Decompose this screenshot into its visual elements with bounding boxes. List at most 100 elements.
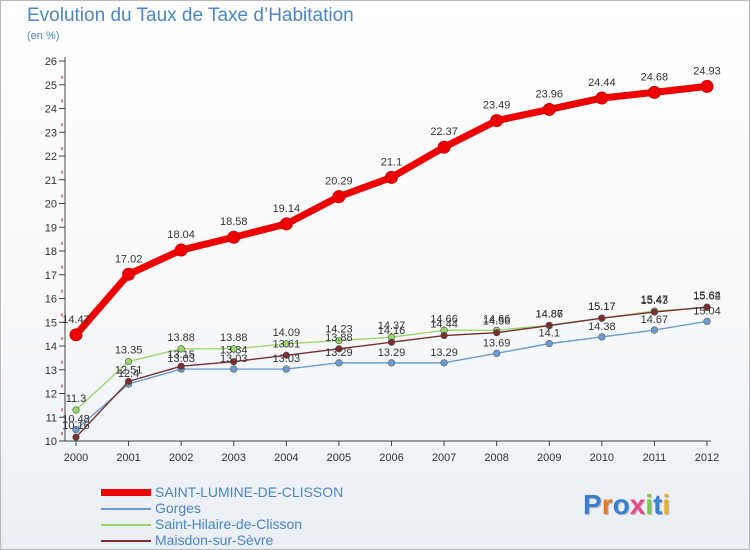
data-label: 13.29 <box>325 347 353 359</box>
data-label: 14.56 <box>483 316 511 328</box>
legend-swatch <box>101 540 151 542</box>
legend-item: Maisdon-sur-Sèvre <box>101 532 401 549</box>
data-point <box>282 351 290 359</box>
y-tick-label: 25 <box>45 80 57 92</box>
data-point <box>387 338 396 346</box>
data-point <box>490 114 504 128</box>
data-point <box>332 190 346 204</box>
data-point <box>282 340 290 348</box>
data-point <box>124 377 133 385</box>
legend-item: SAINT-LUMINE-DE-CLISSON <box>101 484 401 501</box>
x-tick-label: 2008 <box>484 452 508 464</box>
legend-swatch <box>101 524 151 526</box>
data-point <box>647 85 661 99</box>
data-label: 13.88 <box>325 332 353 344</box>
data-label: 13.03 <box>220 353 248 365</box>
data-point <box>650 326 659 334</box>
data-point <box>177 345 185 353</box>
data-label: 15.17 <box>588 301 616 313</box>
data-label: 21.1 <box>381 156 402 168</box>
data-point <box>650 308 659 316</box>
data-label: 14.38 <box>588 321 616 333</box>
data-label: 13.88 <box>167 332 195 344</box>
legend-label: Maisdon-sur-Sèvre <box>155 532 274 548</box>
data-point <box>542 102 556 116</box>
y-tick-label: 14 <box>45 341 57 353</box>
x-tick-label: 2005 <box>327 452 351 464</box>
data-label: 13.69 <box>483 337 511 349</box>
data-point <box>335 359 343 367</box>
y-tick-label: 22 <box>45 151 57 163</box>
data-point <box>174 243 188 257</box>
y-tick-label: 13 <box>45 365 57 377</box>
legend-item: Gorges <box>101 500 401 517</box>
data-label: 19.14 <box>273 203 301 215</box>
logo-letter: o <box>612 489 630 520</box>
data-point <box>387 359 396 367</box>
data-label: 20.29 <box>325 176 353 188</box>
data-point <box>545 321 553 330</box>
legend-swatch <box>101 489 151 496</box>
data-label: 17.02 <box>115 253 143 265</box>
logo-letter: P <box>583 489 602 520</box>
x-tick-label: 2000 <box>64 452 88 464</box>
data-label: 15.64 <box>693 290 721 302</box>
data-label: 14.44 <box>430 319 458 331</box>
data-point <box>598 333 606 341</box>
data-label: 14.37 <box>378 320 406 332</box>
x-tick-label: 2002 <box>169 452 193 464</box>
data-label: 10.16 <box>62 420 90 432</box>
x-tick-label: 2006 <box>379 452 403 464</box>
data-label: 13.88 <box>220 332 248 344</box>
data-label: 14.47 <box>62 314 90 326</box>
data-point <box>440 359 448 367</box>
data-label: 15.43 <box>641 295 669 307</box>
data-label: 23.49 <box>483 100 511 112</box>
data-point <box>124 357 133 366</box>
legend-label: Gorges <box>155 500 201 516</box>
data-label: 12.51 <box>115 364 143 376</box>
data-label: 13.29 <box>378 347 406 359</box>
data-label: 14.1 <box>539 328 560 340</box>
data-label: 15.04 <box>693 305 721 317</box>
data-label: 14.23 <box>325 324 353 336</box>
data-point <box>282 365 290 373</box>
data-label: 14.86 <box>535 309 563 321</box>
data-label: 22.37 <box>430 126 458 138</box>
y-tick-label: 18 <box>45 246 57 258</box>
data-point <box>545 340 553 348</box>
data-label: 14.67 <box>641 314 669 326</box>
data-label: 13.15 <box>167 349 195 361</box>
y-tick-label: 24 <box>45 104 57 116</box>
y-tick-label: 26 <box>45 56 57 68</box>
x-tick-label: 2001 <box>116 452 140 464</box>
data-label: 15.47 <box>641 294 669 306</box>
legend-label: SAINT-LUMINE-DE-CLISSON <box>155 484 344 500</box>
data-point <box>595 91 609 105</box>
data-point <box>440 331 448 340</box>
data-label: 18.04 <box>167 229 195 241</box>
data-point <box>72 426 80 434</box>
y-tick-label: 20 <box>45 199 57 211</box>
y-tick-label: 15 <box>45 317 57 329</box>
chart-subtitle: (en %) <box>27 30 60 42</box>
data-label: 13.03 <box>273 353 301 365</box>
data-label: 24.93 <box>693 65 721 77</box>
logo-letter: r <box>601 489 613 520</box>
data-point <box>230 345 238 353</box>
data-point <box>703 317 711 325</box>
data-label: 24.44 <box>588 77 616 89</box>
data-point <box>72 406 80 414</box>
data-label: 14.66 <box>483 313 511 325</box>
series-line <box>72 82 711 339</box>
data-label: 13.29 <box>430 347 458 359</box>
data-label: 13.35 <box>115 344 143 356</box>
x-tick-label: 2007 <box>432 452 456 464</box>
y-tick-label: 12 <box>45 389 57 401</box>
data-point <box>493 329 501 337</box>
data-label: 14.87 <box>535 308 563 320</box>
data-label: 18.58 <box>220 216 248 228</box>
data-label: 14.16 <box>378 325 406 337</box>
